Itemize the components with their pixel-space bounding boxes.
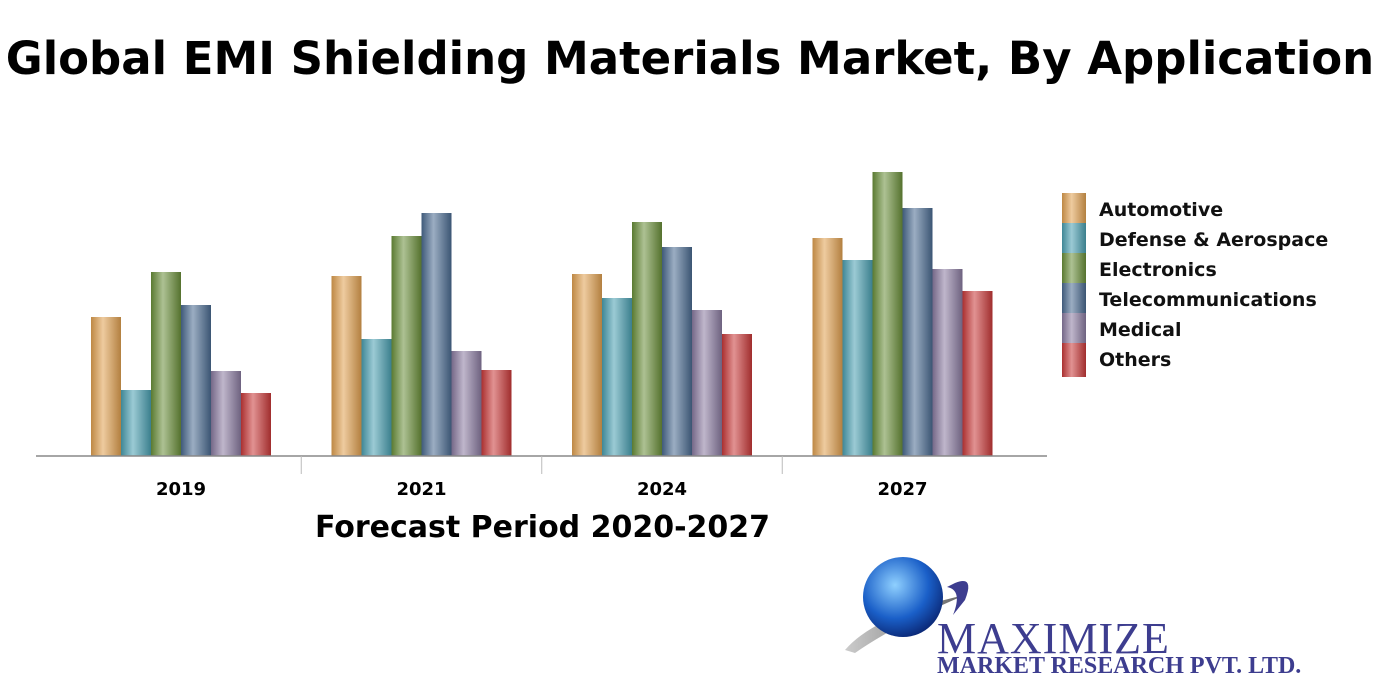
bar-others-2019 — [241, 393, 271, 456]
company-logo: MAXIMIZE MARKET RESEARCH PVT. LTD. — [835, 555, 1335, 681]
legend-swatch — [1062, 193, 1086, 227]
bar-telecommunications-2027 — [902, 208, 933, 456]
bar-others-2027 — [962, 291, 993, 456]
legend-label: Defense & Aerospace — [1099, 229, 1329, 251]
legend-swatch — [1062, 223, 1086, 257]
bar-automotive-2024 — [572, 274, 602, 456]
legend: Automotive Defense & Aerospace Electronics… — [1062, 193, 1329, 377]
x-tick-label: 2021 — [396, 479, 446, 500]
bar-others-2024 — [722, 334, 752, 456]
bar-defense-aerospace-2027 — [842, 260, 873, 456]
x-axis-title: Forecast Period 2020-2027 — [314, 510, 771, 545]
globe-icon — [845, 557, 969, 653]
legend-item: Telecommunications — [1062, 283, 1328, 317]
bar-defense-aerospace-2024 — [602, 298, 632, 456]
legend-item: Automotive — [1062, 193, 1328, 227]
legend-swatch — [1062, 253, 1086, 287]
bar-medical-2024 — [692, 310, 722, 456]
legend-item: Electronics — [1062, 253, 1328, 287]
bar-automotive-2027 — [812, 238, 843, 456]
bar-telecommunications-2024 — [662, 247, 692, 456]
bar-automotive-2019 — [91, 317, 121, 456]
legend-label: Medical — [1099, 319, 1182, 341]
bar-medical-2019 — [211, 371, 241, 456]
bar-medical-2021 — [451, 351, 482, 456]
bar-medical-2027 — [932, 269, 963, 456]
bar-electronics-2019 — [151, 272, 181, 456]
bar-electronics-2024 — [632, 222, 662, 456]
logo-subtext: MARKET RESEARCH PVT. LTD. — [937, 653, 1302, 679]
bar-electronics-2021 — [391, 236, 422, 456]
legend-item: Others — [1062, 343, 1328, 377]
bar-others-2021 — [481, 370, 512, 456]
legend-swatch — [1062, 343, 1086, 377]
bar-telecommunications-2019 — [181, 305, 211, 456]
bar-electronics-2027 — [872, 172, 903, 456]
bar-telecommunications-2021 — [421, 213, 452, 456]
bar-defense-aerospace-2019 — [121, 390, 151, 456]
chart-title: Global EMI Shielding Materials Market, B… — [5, 32, 1375, 85]
legend-swatch — [1062, 313, 1086, 347]
x-tick-label: 2019 — [156, 479, 206, 500]
legend-label: Electronics — [1099, 259, 1217, 281]
legend-label: Others — [1099, 349, 1172, 371]
bar-automotive-2021 — [331, 276, 362, 456]
legend-swatch — [1062, 283, 1086, 317]
bar-defense-aerospace-2021 — [361, 339, 392, 456]
legend-label: Automotive — [1099, 199, 1224, 221]
legend-item: Medical — [1062, 313, 1328, 347]
x-tick-label: 2027 — [877, 479, 927, 500]
logo-text: MAXIMIZE — [937, 614, 1170, 663]
legend-item: Defense & Aerospace — [1062, 223, 1329, 257]
legend-label: Telecommunications — [1099, 289, 1317, 311]
x-tick-label: 2024 — [637, 479, 687, 500]
